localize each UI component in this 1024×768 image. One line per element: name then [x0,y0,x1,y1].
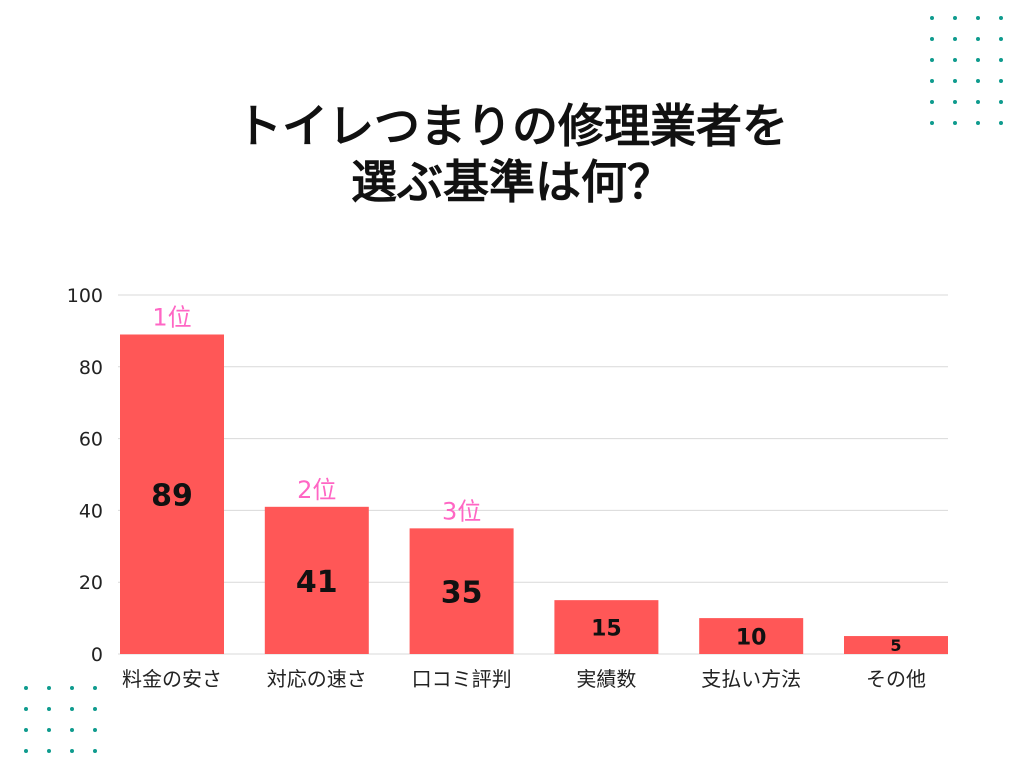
x-category-label: 対応の速さ [267,667,367,691]
decorative-dot [930,121,934,125]
bar-value-label: 5 [890,636,901,655]
decorative-dot [93,749,97,753]
decorative-dot [930,16,934,20]
y-tick-label: 0 [91,644,103,666]
decorative-dot [999,79,1003,83]
y-tick-label: 100 [67,285,103,307]
y-tick-label: 20 [79,572,103,594]
decorative-dot [93,728,97,732]
decorative-dot [953,100,957,104]
decorative-dot [953,79,957,83]
decorative-dot [953,58,957,62]
bar [699,618,804,654]
bar-rank-label: 2位 [297,476,336,504]
decorative-dot [47,707,51,711]
decorative-dot [999,121,1003,125]
decorative-dot [999,37,1003,41]
y-tick-label: 80 [79,357,103,379]
decorative-dot [976,58,980,62]
bar-value-label: 89 [151,479,193,514]
x-category-label: 実績数 [576,667,636,691]
bar [554,600,659,654]
decorative-dot [24,686,28,690]
bar [409,528,514,654]
x-category-label: その他 [866,667,926,691]
decorative-dots-top-right [930,16,1003,125]
x-category-label: 料金の安さ [122,667,222,691]
decorative-dot [93,707,97,711]
decorative-dot [976,121,980,125]
chart-title: トイレつまりの修理業者を 選ぶ基準は何？ [0,98,1024,210]
bar-rank-label: 1位 [152,303,191,331]
decorative-dot [976,100,980,104]
decorative-dot [24,749,28,753]
decorative-dot [953,37,957,41]
bar [844,636,948,654]
y-tick-label: 60 [79,429,103,451]
decorative-dot [70,707,74,711]
decorative-dot [47,728,51,732]
decorative-dots-bottom-left [24,686,97,753]
decorative-dot [999,16,1003,20]
bar-rank-label: 3位 [442,497,481,525]
bar-value-label: 41 [296,565,338,600]
x-category-label: 支払い方法 [701,667,801,691]
decorative-dot [24,707,28,711]
chart-title-line-2: 選ぶ基準は何？ [351,155,673,209]
decorative-dot [976,79,980,83]
x-category-label: 口コミ評判 [412,667,512,691]
decorative-dot [953,121,957,125]
decorative-dot [47,686,51,690]
decorative-dot [70,728,74,732]
decorative-dot [999,58,1003,62]
y-tick-label: 40 [79,500,103,522]
bar-value-label: 35 [441,576,483,611]
bar-value-label: 10 [736,625,767,650]
bar [264,506,369,654]
decorative-dot [976,37,980,41]
decorative-dot [930,37,934,41]
decorative-dot [976,16,980,20]
bar-value-label: 15 [591,616,622,641]
decorative-dot [70,749,74,753]
decorative-dot [930,58,934,62]
decorative-dot [953,16,957,20]
decorative-dot [47,749,51,753]
decorative-dot [24,728,28,732]
bar [120,334,224,654]
decorative-dot [70,686,74,690]
decorative-dot [930,79,934,83]
decorative-dot [930,100,934,104]
chart-title-line-1: トイレつまりの修理業者を [236,99,788,153]
decorative-dot [999,100,1003,104]
decorative-dot [93,686,97,690]
